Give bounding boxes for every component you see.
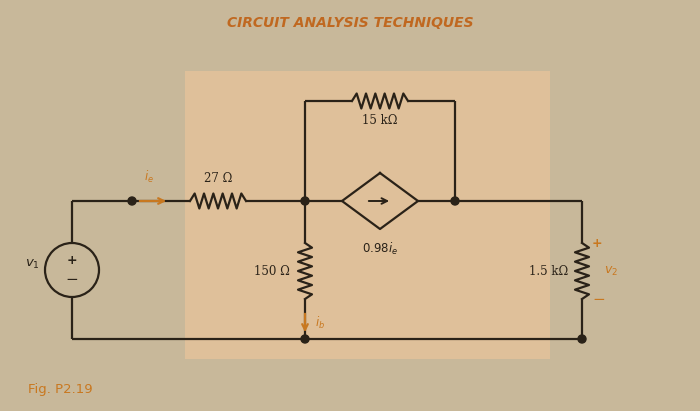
Text: CIRCUIT ANALYSIS TECHNIQUES: CIRCUIT ANALYSIS TECHNIQUES (227, 16, 473, 30)
Circle shape (128, 197, 136, 205)
Circle shape (301, 197, 309, 205)
Circle shape (45, 243, 99, 297)
Text: +: + (592, 236, 603, 249)
Text: 150 Ω: 150 Ω (254, 265, 290, 277)
Text: $v_1$: $v_1$ (25, 257, 40, 270)
Text: +: + (66, 254, 77, 268)
Circle shape (301, 335, 309, 343)
Text: 1.5 kΩ: 1.5 kΩ (528, 265, 568, 277)
Text: −: − (66, 272, 78, 286)
Text: 15 kΩ: 15 kΩ (363, 114, 398, 127)
FancyBboxPatch shape (185, 71, 550, 359)
Text: $0.98i_e$: $0.98i_e$ (362, 241, 398, 257)
Text: −: − (592, 291, 605, 307)
Text: Fig. P2.19: Fig. P2.19 (28, 383, 92, 395)
Circle shape (578, 335, 586, 343)
Circle shape (451, 197, 459, 205)
Text: $i_e$: $i_e$ (144, 169, 154, 185)
Text: $v_2$: $v_2$ (604, 264, 618, 277)
Text: $i_b$: $i_b$ (315, 315, 325, 331)
Text: 27 Ω: 27 Ω (204, 172, 232, 185)
